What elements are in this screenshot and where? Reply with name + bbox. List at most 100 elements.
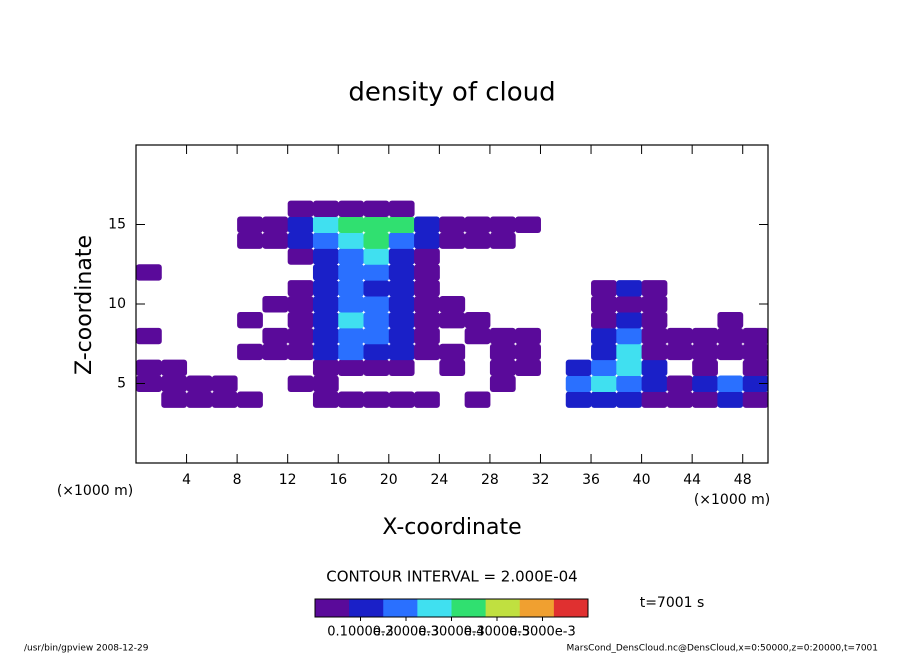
heat-cell — [287, 200, 314, 218]
heat-cell — [363, 216, 390, 233]
heat-cell — [489, 216, 516, 233]
x-tick-label: 4 — [182, 472, 191, 488]
heat-cell — [414, 248, 440, 265]
x-tick-label: 44 — [683, 472, 701, 488]
heat-cell — [363, 232, 390, 249]
heat-cell — [414, 391, 440, 408]
heat-cell — [414, 280, 440, 297]
heat-cell — [515, 359, 541, 377]
heat-cell — [515, 343, 541, 361]
heat-cell — [414, 343, 440, 361]
heat-cell — [136, 375, 162, 392]
heat-cell — [439, 296, 466, 313]
heat-cell — [338, 343, 365, 361]
heat-cell — [717, 343, 744, 361]
heat-cell — [388, 216, 415, 233]
x-tick-label: 20 — [380, 472, 398, 488]
heat-cell — [312, 375, 339, 392]
heat-cell — [388, 280, 415, 297]
heat-cell — [338, 232, 365, 249]
heat-cell — [338, 200, 365, 218]
heat-cell — [211, 375, 238, 392]
heat-cell — [338, 264, 365, 281]
heat-cell — [666, 343, 693, 361]
heat-cell — [237, 216, 263, 233]
heat-cell — [211, 391, 238, 408]
heat-cell — [692, 343, 718, 361]
y-tick-label: 5 — [117, 376, 126, 392]
heat-cell — [312, 327, 339, 345]
heat-cell — [717, 375, 744, 392]
heat-cell — [338, 216, 365, 233]
y-axis-label: Z-coordinate — [72, 235, 97, 375]
heat-cell — [414, 216, 440, 233]
heat-cell — [464, 327, 491, 345]
heat-cell — [388, 264, 415, 281]
heat-cell — [388, 248, 415, 265]
heat-cell — [237, 343, 263, 361]
heat-cell — [565, 391, 592, 408]
heat-cell — [363, 327, 390, 345]
heat-cell — [641, 327, 668, 345]
heat-cell — [363, 391, 390, 408]
heat-cell — [363, 311, 390, 329]
heat-cell — [388, 391, 415, 408]
heat-cell — [439, 359, 466, 377]
heat-cell — [388, 343, 415, 361]
heat-cell — [591, 343, 617, 361]
heat-cell — [742, 375, 769, 392]
y-tick-label: 10 — [108, 296, 126, 312]
colorbar-swatch — [553, 599, 589, 617]
heat-cell — [136, 264, 162, 281]
heat-cell — [338, 296, 365, 313]
x-tick-label: 48 — [734, 472, 752, 488]
heat-cell — [742, 391, 769, 408]
heat-cell — [363, 264, 390, 281]
heat-cell — [616, 327, 643, 345]
heat-cell — [591, 327, 617, 345]
heat-cell — [489, 343, 516, 361]
heat-cell — [312, 248, 339, 265]
heat-cell — [161, 391, 188, 408]
heat-cell — [363, 280, 390, 297]
heat-cell — [136, 327, 162, 345]
heat-cell — [262, 216, 289, 233]
heat-cell — [414, 264, 440, 281]
footer-right: MarsCond_DensCloud.nc@DensCloud,x=0:5000… — [567, 644, 879, 654]
heat-cell — [262, 232, 289, 249]
heat-cell — [692, 391, 718, 408]
heat-cell — [312, 296, 339, 313]
heat-cell — [287, 343, 314, 361]
heat-cell — [136, 359, 162, 377]
heat-cell — [186, 391, 213, 408]
colorbar-tick-label: 0.2000e-3 — [373, 625, 439, 640]
heat-cell — [414, 296, 440, 313]
heat-cell — [616, 375, 643, 392]
heat-cell — [742, 359, 769, 377]
heat-cell — [161, 375, 188, 392]
x-tick-label: 36 — [582, 472, 600, 488]
heat-cell — [312, 264, 339, 281]
heat-cell — [616, 311, 643, 329]
x-unit-label: (×1000 m) — [694, 492, 770, 508]
heat-cell — [439, 343, 466, 361]
heat-cell — [489, 327, 516, 345]
x-tick-label: 16 — [329, 472, 347, 488]
heat-cell — [312, 343, 339, 361]
heat-cell — [464, 232, 491, 249]
heat-cell — [161, 359, 188, 377]
heat-cell — [338, 311, 365, 329]
heat-cell — [742, 327, 769, 345]
heat-cell — [591, 280, 617, 297]
heat-cell — [287, 296, 314, 313]
heat-cell — [641, 296, 668, 313]
y-tick-label: 15 — [108, 217, 126, 233]
heat-cell — [186, 375, 213, 392]
colorbar-swatch — [417, 599, 452, 617]
heat-cell — [515, 327, 541, 345]
heat-cell — [591, 296, 617, 313]
heat-cell — [692, 359, 718, 377]
heat-cell — [287, 232, 314, 249]
colorbar-tick-label: 0.3000e-3 — [418, 625, 484, 640]
